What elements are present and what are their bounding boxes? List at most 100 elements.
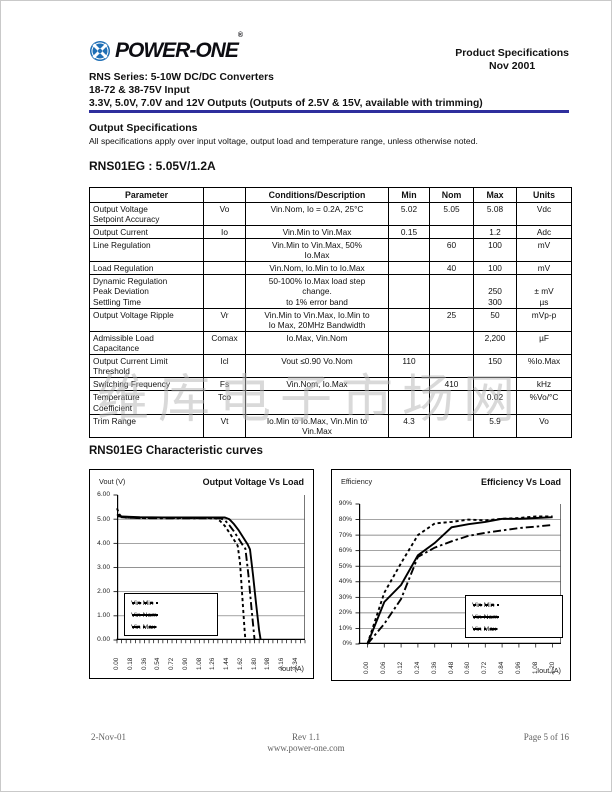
table-cell: Temperature Coefficient — [89, 390, 204, 415]
table-cell — [245, 390, 389, 415]
y-tick-label: 2.00 — [97, 588, 110, 596]
table-row: Output Current Io Vin.Min to Vin.Max 0.15 1.… — [89, 224, 572, 240]
table-cell: Line Regulation — [89, 238, 204, 263]
table-cell: Switching Frequency — [89, 377, 204, 392]
table-cell — [429, 330, 474, 356]
table-row: Temperature Coefficient Tco 0.02 %Vo/°C — [89, 390, 572, 415]
table-cell — [429, 274, 474, 309]
table-cell: mV — [516, 238, 572, 263]
table-cell — [388, 330, 430, 356]
column-header: Units — [516, 187, 572, 203]
table-cell — [203, 274, 246, 309]
column-header: Max — [473, 187, 517, 203]
series-line-vin-nom — [366, 516, 553, 645]
table-cell: 100 — [473, 238, 517, 263]
x-tick-label: 1.80 — [250, 657, 258, 670]
x-tick-label: 0.06 — [380, 661, 388, 674]
table-cell: 50-100% Io.Max load step change. to 1% e… — [245, 274, 389, 309]
power-one-icon — [90, 41, 110, 61]
table-cell — [429, 224, 474, 240]
chart-title: Output Voltage Vs Load — [202, 477, 304, 487]
chart-title: Efficiency Vs Load — [480, 477, 561, 487]
charts-heading: RNS01EG Characteristic curves — [89, 445, 263, 457]
table-cell: Vin.Nom, Io.Min to Io.Max — [245, 261, 389, 276]
y-tick-label: 70% — [338, 531, 352, 539]
y-tick-label: 6.00 — [97, 491, 110, 499]
x-tick-label: 0.00 — [363, 661, 371, 674]
table-cell: Admissible Load Capacitance — [89, 330, 204, 356]
x-tick-label: 0.96 — [514, 661, 522, 674]
table-cell: Vin.Min to Vin.Max, Io.Min to Io Max, 20… — [245, 307, 389, 332]
table-row: Admissible Load Capacitance Comax Io.Max, … — [89, 330, 572, 356]
table-cell — [203, 238, 246, 263]
legend-line-sample — [473, 628, 499, 630]
table-cell: Vin.Min to Vin.Max — [245, 224, 389, 240]
footer-url: www.power-one.com — [267, 743, 345, 753]
table-cell: Output Current — [89, 224, 204, 240]
table-cell: 40 — [429, 261, 474, 276]
legend-line-sample — [473, 616, 499, 618]
y-tick-label: 1.00 — [97, 612, 110, 620]
y-tick-label: 0.00 — [97, 636, 110, 644]
title-line-1: RNS Series: 5-10W DC/DC Converters — [89, 72, 274, 83]
y-tick-label: 40% — [338, 578, 352, 586]
column-header — [203, 187, 246, 203]
chart-voltage: Vout (V) Output Voltage Vs Load 0.00 1.00… — [89, 469, 314, 679]
y-tick-label: 80% — [338, 515, 352, 523]
table-cell — [388, 238, 430, 263]
brand-logo: POWER-ONE® — [89, 32, 243, 63]
table-cell — [429, 413, 474, 438]
footer-center: Rev 1.1 www.power-one.com — [1, 732, 611, 754]
x-tick-label: 0.36 — [140, 657, 148, 670]
title-line-2: 18-72 & 38-75V Input — [89, 85, 190, 97]
x-tick-label: 0.54 — [154, 657, 162, 670]
table-cell: µF — [516, 330, 572, 356]
x-tick-label: 1.26 — [209, 657, 217, 670]
legend-label: Vin Min — [472, 601, 495, 609]
x-tick-label: 0.72 — [481, 661, 489, 674]
x-tick-label: 0.36 — [430, 661, 438, 674]
x-tick-label: 0.60 — [464, 661, 472, 674]
table-cell: %Io.Max — [516, 354, 572, 379]
x-tick-label: 0.24 — [413, 661, 421, 674]
table-cell — [388, 274, 430, 309]
section-note: All specifications apply over input volt… — [89, 136, 478, 146]
y-tick-label: 4.00 — [97, 539, 110, 547]
y-axis-title: Vout (V) — [99, 477, 126, 486]
table-cell: 1.2 — [473, 224, 517, 240]
table-cell: 110 — [388, 354, 430, 379]
table-cell: 60 — [429, 238, 474, 263]
table-cell: 4.3 — [388, 413, 430, 438]
x-tick-label: 1.98 — [264, 657, 272, 670]
x-tick-label: 0.18 — [126, 657, 134, 670]
column-header: Min — [388, 187, 430, 203]
x-tick-label: 0.48 — [447, 661, 455, 674]
column-header: Nom — [429, 187, 474, 203]
series-line-vin-max — [366, 524, 553, 645]
y-axis-title: Efficiency — [341, 477, 373, 486]
table-cell: %Vo/°C — [516, 390, 572, 415]
table-row: Output Current Limit Threshold Icl Vout ≤0… — [89, 354, 572, 379]
doc-meta: Product Specifications Nov 2001 — [455, 47, 569, 73]
legend: Vin Min Vin NomVin Max — [465, 595, 563, 638]
spec-table: Parameter Conditions/Description Min Nom Max… — [89, 187, 572, 438]
table-cell: ± mV µs — [516, 274, 572, 309]
legend-item: Vin Max — [472, 623, 556, 635]
table-cell: Vout ≤0.90 Vo.Nom — [245, 354, 389, 379]
legend-label: Vin Min — [131, 599, 154, 607]
table-cell — [388, 261, 430, 276]
table-cell: Vr — [203, 307, 246, 332]
legend-item: Vin Min — [131, 597, 211, 609]
table-cell: Io — [203, 224, 246, 240]
table-row: Trim Range Vt Io.Min to Io.Max, Vin.Min to… — [89, 413, 572, 438]
table-cell: 250 300 — [473, 274, 517, 309]
y-tick-label: 50% — [338, 562, 352, 570]
y-tick-label: 90% — [338, 500, 352, 508]
x-tick-label: 1.62 — [236, 657, 244, 670]
x-tick-label: 0.72 — [168, 657, 176, 670]
table-cell: Vo — [203, 201, 246, 226]
table-cell: Dynamic Regulation Peak Deviation Settli… — [89, 274, 204, 309]
brand-name: POWER-ONE® — [115, 32, 243, 62]
table-cell: Load Regulation — [89, 261, 204, 276]
x-tick-label: 1.08 — [195, 657, 203, 670]
